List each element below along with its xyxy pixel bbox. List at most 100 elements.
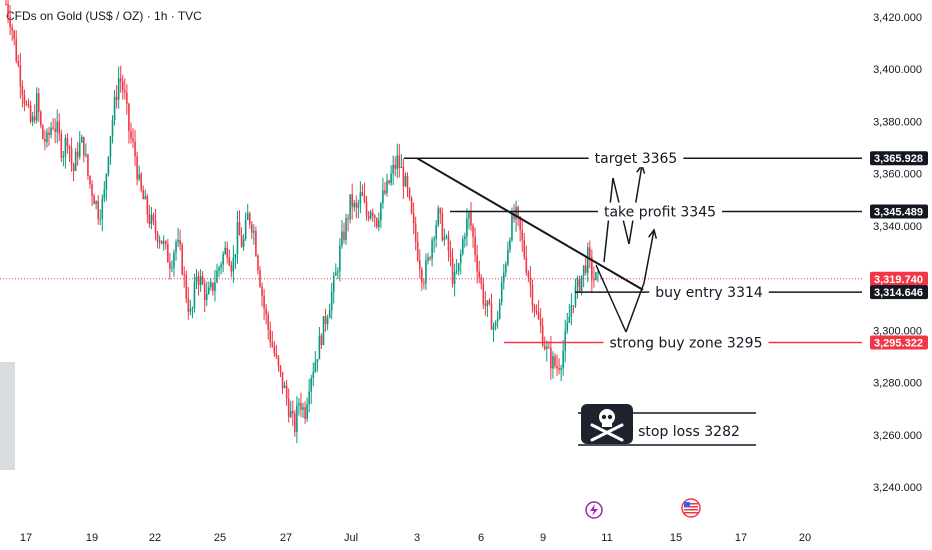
candle-body [398,155,401,169]
y-tick-label: 3,340.000 [873,221,922,233]
candle-body [441,213,444,241]
y-tick-label: 3,400.000 [873,64,922,76]
annotation-label: take profit 3345 [604,205,716,221]
candle-body [35,93,38,121]
candle-body [468,212,470,219]
candle-body [484,303,487,307]
candle-body [218,267,220,271]
candle-body [386,180,388,194]
flash-event-icon[interactable] [585,501,603,519]
candle-body [462,239,464,254]
candle-body [64,137,67,157]
candle-body [246,213,249,220]
candle-body [287,398,290,417]
candle-body [9,16,11,28]
candle-body [187,298,190,312]
candle-body [156,233,159,243]
candle-body [505,264,507,273]
candle-body [160,240,163,244]
candle-body [470,212,472,226]
candle-body [521,230,524,240]
candle-body [58,121,61,134]
candle-body [128,103,130,131]
candle-body [78,142,81,157]
candle-body [457,263,460,272]
candle-body [83,136,85,156]
candle-body [277,356,280,366]
candle-body [193,281,196,309]
y-tick-label: 3,260.000 [873,430,922,442]
candle-body [355,202,358,208]
y-tick-label: 3,420.000 [873,12,922,24]
candle-body [121,81,124,91]
candle-body [400,166,403,169]
candle-body [17,61,20,66]
candle-body [589,247,591,258]
candle-body [564,330,567,351]
price-tag-label: 3,319.740 [874,274,923,286]
candle-body [515,206,517,220]
projection-line [625,282,645,333]
candle-body [210,282,212,288]
candle-body [369,212,372,219]
candle-body [52,127,54,129]
candle-body [267,314,270,330]
candle-body [222,253,224,265]
candle-body [388,180,390,184]
candle-body [435,225,437,239]
candle-body [89,175,91,185]
candle-body [332,275,335,293]
candle-body [545,346,548,350]
x-tick-label: 20 [799,532,811,544]
candle-body [543,345,546,350]
x-tick-label: 6 [478,532,484,544]
candle-body [232,257,235,272]
candle-body [375,218,378,227]
candle-body [408,188,411,199]
candle-body [449,251,452,258]
candle-body [279,365,282,372]
candle-body [253,231,255,233]
candle-body [464,236,466,240]
x-tick-label: Jul [344,532,358,544]
candle-body [527,272,530,278]
candle-body [175,242,177,253]
candle-body [68,145,71,149]
candle-body [31,116,34,122]
candle-body [373,215,376,219]
candle-body [384,190,386,194]
candle-body [453,272,456,284]
candle-body [353,202,356,207]
candle-body [580,275,583,291]
candle-body [437,208,440,226]
candle-body [40,111,42,126]
candle-body [158,240,161,243]
candle-body [99,219,102,221]
side-thumbnail [0,362,15,470]
candle-body [189,308,192,312]
candle-body [349,194,351,220]
candle-body [91,184,93,196]
candle-body [203,284,206,301]
candle-body [230,264,233,272]
time-axis: 17 19 22 25 27 Jul 3 6 9 11 15 17 20 [20,532,811,544]
candle-body [173,252,175,268]
candle-body [535,311,538,313]
candle-body [445,236,448,238]
candle-body [257,255,259,271]
candle-body [572,305,575,307]
candle-body [93,195,95,205]
candle-body [318,335,321,360]
candle-body [48,132,50,135]
candle-body [27,104,30,106]
candle-body [291,410,294,414]
candle-body [72,164,75,171]
candle-body [25,103,28,105]
candle-body [511,213,513,240]
candle-body [70,148,73,165]
candle-body [556,365,558,369]
us-flag-event-icon[interactable] [681,498,701,518]
candle-body [378,220,380,227]
candle-body [44,138,46,142]
